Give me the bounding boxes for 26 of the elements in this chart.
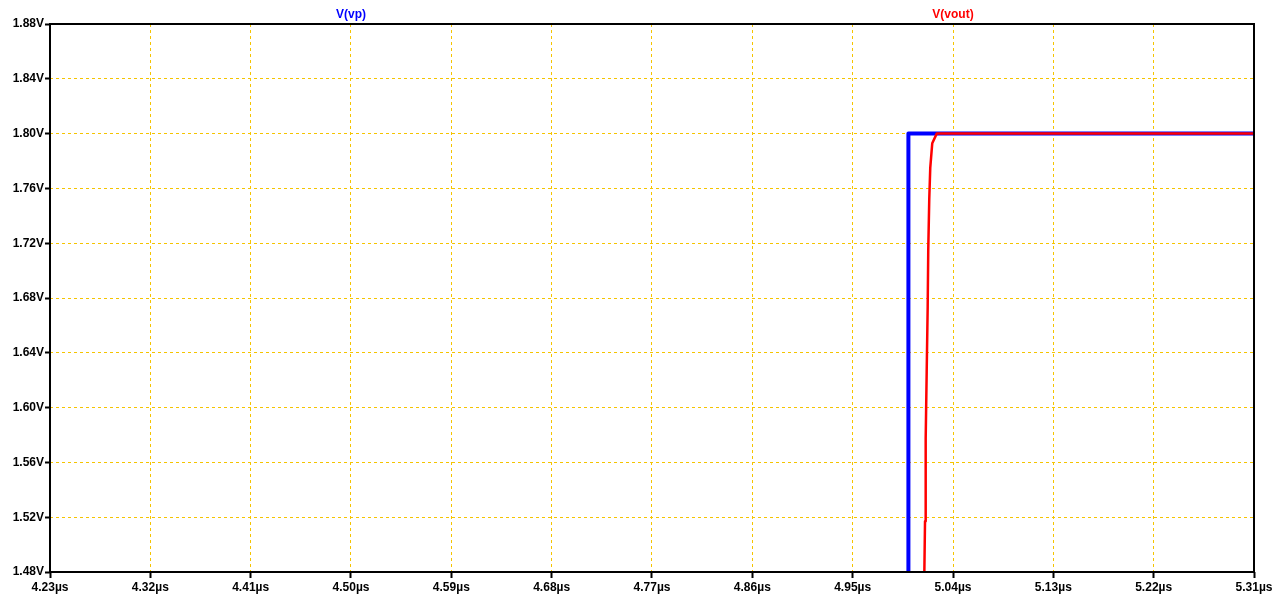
y-tick-label: 1.80V bbox=[12, 125, 44, 140]
x-tick-label: 5.31µs bbox=[1235, 579, 1273, 594]
y-tick-label: 1.56V bbox=[12, 454, 44, 469]
x-tick-label: 5.13µs bbox=[1034, 579, 1073, 594]
text: V(vout) bbox=[932, 7, 974, 22]
x-tick-label: 4.50µs bbox=[332, 579, 370, 594]
x-tick-label: 4.32µs bbox=[131, 579, 170, 594]
x-tick-label: 5.04µs bbox=[934, 579, 972, 594]
y-tick-label: 1.76V bbox=[12, 180, 44, 195]
x-tick-label: 4.68µs bbox=[533, 579, 571, 594]
text: V(vp) bbox=[336, 7, 366, 22]
y-tick-label: 1.88V bbox=[12, 16, 44, 31]
x-tick-label: 5.22µs bbox=[1135, 579, 1173, 594]
y-tick-label: 1.72V bbox=[12, 235, 44, 250]
x-tick-label: 4.86µs bbox=[733, 579, 772, 594]
x-tick-label: 4.95µs bbox=[834, 579, 872, 594]
x-tick-label: 4.59µs bbox=[432, 579, 471, 594]
y-tick-label: 1.60V bbox=[12, 399, 44, 414]
y-tick-label: 1.48V bbox=[12, 564, 44, 579]
y-tick-label: 1.52V bbox=[12, 509, 44, 524]
x-tick-label: 4.77µs bbox=[633, 579, 671, 594]
y-tick-label: 1.68V bbox=[12, 290, 44, 305]
x-tick-label: 4.41µs bbox=[232, 579, 270, 594]
y-tick-label: 1.64V bbox=[12, 345, 44, 360]
x-tick-label: 4.23µs bbox=[31, 579, 69, 594]
y-tick-label: 1.84V bbox=[12, 71, 44, 86]
